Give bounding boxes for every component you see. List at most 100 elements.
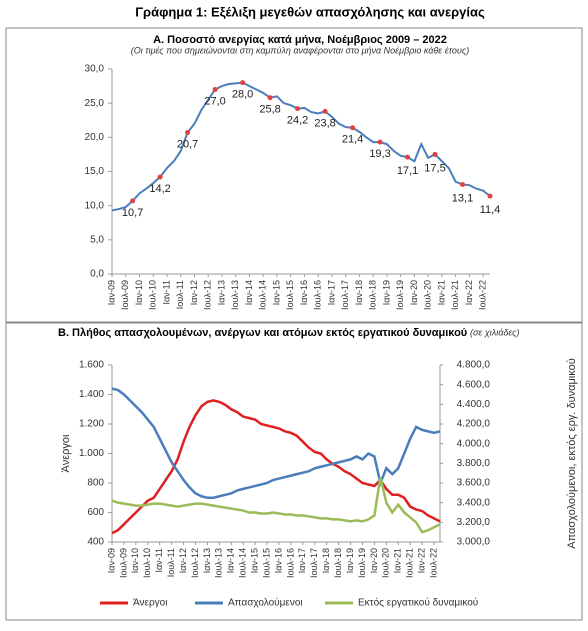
x-tick-label: Ιουλ-19 [395, 280, 405, 310]
x-tick-label: Ιαν-16 [299, 280, 309, 305]
x-tick-label: Ιουλ-10 [148, 280, 158, 310]
data-label: 11,4 [480, 204, 501, 216]
data-label: 20,7 [177, 138, 198, 150]
chart-title: Β. Πλήθος απασχολουμένων, ανέργων και ατ… [58, 327, 467, 339]
y2-tick-label: 4.200,0 [457, 419, 491, 430]
marker [377, 139, 383, 145]
x-tick-label: Ιουλ-18 [368, 280, 378, 310]
data-label: 23,8 [314, 117, 335, 129]
x-tick-label: Ιουλ-13 [214, 548, 224, 578]
chart-subtitle: (σε χιλιάδες) [470, 327, 519, 337]
y-tick-label: 1.400 [79, 389, 104, 400]
x-tick-label: Ιουλ-10 [142, 548, 152, 578]
x-tick-label: Ιουλ-21 [405, 548, 415, 578]
x-tick-label: Ιουλ-18 [333, 548, 343, 578]
x-tick-label: Ιαν-19 [345, 548, 355, 573]
y-tick-label: 1.200 [79, 419, 104, 430]
y-tick-label: 5,0 [90, 234, 104, 245]
marker [295, 106, 301, 112]
x-tick-label: Ιαν-17 [297, 548, 307, 573]
y-tick-label: 20,0 [85, 132, 105, 143]
marker [157, 174, 163, 180]
x-tick-label: Ιουλ-17 [309, 548, 319, 578]
y-tick-label: 600 [87, 507, 104, 518]
x-tick-label: Ιουλ-11 [166, 548, 176, 577]
x-tick-label: Ιαν-14 [226, 548, 236, 573]
marker [405, 154, 411, 160]
y-tick-label: 10,0 [85, 200, 105, 211]
data-label: 19,3 [369, 148, 390, 160]
marker [267, 95, 273, 101]
data-label: 14,2 [149, 183, 170, 195]
y2-tick-label: 3.200,0 [457, 517, 491, 528]
line [111, 476, 441, 534]
x-tick-label: Ιουλ-11 [175, 280, 185, 309]
x-tick-label: Ιαν-11 [161, 280, 171, 305]
x-tick-label: Ιαν-16 [273, 548, 283, 573]
marker [350, 125, 356, 131]
x-tick-label: Ιαν-20 [409, 280, 419, 305]
x-tick-label: Ιουλ-17 [340, 280, 350, 310]
x-tick-label: Ιουλ-20 [423, 280, 433, 310]
x-tick-label: Ιουλ-13 [230, 280, 240, 310]
x-tick-label: Ιουλ-14 [238, 548, 248, 578]
x-tick-label: Ιαν-15 [250, 548, 260, 573]
y2-tick-label: 4.800,0 [457, 360, 491, 371]
data-label: 28,0 [232, 89, 253, 101]
x-tick-label: Ιουλ-22 [428, 548, 438, 578]
x-tick-label: Ιαν-14 [244, 280, 254, 305]
x-tick-label: Ιαν-18 [354, 280, 364, 305]
x-tick-label: Ιαν-12 [189, 280, 199, 305]
chart-subtitle: (Οι τιμές που σημειώνονται στη καμπύλη α… [131, 45, 470, 55]
x-tick-label: Ιαν-22 [416, 548, 426, 573]
page-title: Γράφημα 1: Εξέλιξη μεγεθών απασχόλησης κ… [135, 4, 485, 19]
data-label: 13,1 [452, 192, 473, 204]
y-axis-title: Άνεργοι [60, 434, 72, 472]
x-tick-label: Ιουλ-15 [261, 548, 271, 578]
y2-tick-label: 4.000,0 [457, 438, 491, 449]
line [111, 387, 441, 499]
data-label: 10,7 [122, 207, 143, 219]
y-tick-label: 400 [87, 537, 104, 548]
x-tick-label: Ιουλ-19 [357, 548, 367, 578]
x-tick-label: Ιαν-18 [321, 548, 331, 573]
x-tick-label: Ιαν-15 [271, 280, 281, 305]
y2-tick-label: 3.600,0 [457, 478, 491, 489]
chart-title: Α. Ποσοστό ανεργίας κατά μήνα, Νοέμβριος… [153, 34, 447, 46]
x-tick-label: Ιαν-10 [134, 280, 144, 305]
marker [460, 181, 466, 187]
data-label: 27,0 [204, 95, 225, 107]
x-tick-label: Ιαν-22 [464, 280, 474, 305]
data-label: 24,2 [287, 115, 308, 127]
x-tick-label: Ιουλ-09 [120, 280, 130, 310]
x-tick-label: Ιαν-20 [369, 548, 379, 573]
x-tick-label: Ιουλ-21 [450, 280, 460, 310]
y2-tick-label: 4.400,0 [457, 399, 491, 410]
y-tick-label: 1.000 [79, 448, 104, 459]
legend-label: Απασχολούμενοι [228, 597, 303, 609]
x-tick-label: Ιουλ-09 [118, 548, 128, 578]
y-tick-label: 25,0 [85, 98, 105, 109]
marker [212, 87, 218, 92]
y-tick-label: 15,0 [85, 166, 105, 177]
y-tick-label: 1.600 [79, 360, 104, 371]
x-tick-label: Ιαν-13 [202, 548, 212, 573]
legend-label: Εκτός εργατικού δυναμικού [358, 597, 478, 609]
line [111, 81, 491, 212]
x-tick-label: Ιουλ-20 [381, 548, 391, 578]
data-label: 17,1 [397, 165, 418, 177]
y-tick-label: 800 [87, 478, 104, 489]
y2-tick-label: 3.000,0 [457, 537, 491, 548]
x-tick-label: Ιαν-13 [216, 280, 226, 305]
marker [240, 80, 246, 86]
x-tick-label: Ιαν-19 [381, 280, 391, 305]
y2-tick-label: 3.800,0 [457, 458, 491, 469]
y-tick-label: 0,0 [90, 269, 104, 280]
x-tick-label: Ιουλ-15 [285, 280, 295, 310]
legend-label: Άνεργοι [133, 598, 167, 609]
x-tick-label: Ιαν-09 [106, 280, 116, 305]
x-tick-label: Ιουλ-16 [313, 280, 323, 310]
x-tick-label: Ιουλ-14 [258, 280, 268, 310]
x-tick-label: Ιουλ-12 [203, 280, 213, 310]
